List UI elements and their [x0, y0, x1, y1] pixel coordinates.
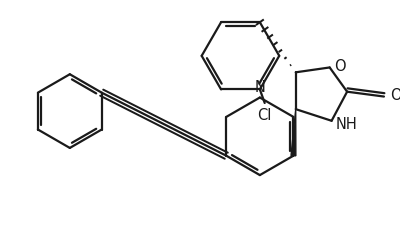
Text: O: O — [390, 88, 400, 103]
Text: NH: NH — [336, 117, 357, 132]
Text: N: N — [254, 79, 265, 94]
Polygon shape — [291, 110, 296, 156]
Text: O: O — [334, 59, 346, 74]
Text: Cl: Cl — [258, 107, 272, 122]
